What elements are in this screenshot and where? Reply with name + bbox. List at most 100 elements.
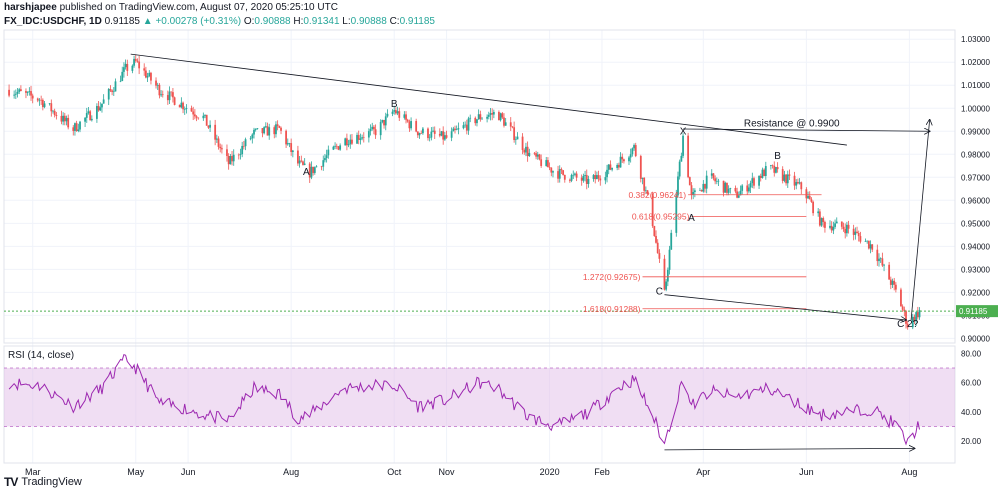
candle-body (26, 91, 29, 93)
candle-body (455, 129, 458, 131)
candle-body (40, 99, 43, 101)
candle-body (854, 231, 857, 235)
candle-body (290, 143, 293, 153)
candle-body (655, 235, 657, 243)
candle-body (621, 156, 624, 160)
candle-body (438, 133, 441, 136)
trend-line (130, 53, 847, 146)
candle-body (298, 160, 301, 164)
candle-body (918, 310, 921, 318)
candle-body (334, 145, 336, 147)
trend-line (683, 129, 930, 131)
resistance-annotation: Resistance @ 0.9900 (744, 119, 840, 130)
wave-label: C (656, 287, 663, 298)
candle-body (65, 117, 68, 122)
candle-body (761, 169, 764, 178)
fib-label: 1.272(0.92675) (583, 272, 641, 282)
author-name[interactable]: harshjapee (4, 2, 57, 13)
fib-label: 0.382(0.96241) (628, 190, 686, 200)
candle-body (48, 103, 51, 104)
candle-body (775, 167, 777, 173)
x-tick-label: Jun (181, 467, 196, 477)
trend-line (664, 294, 906, 320)
candle-body (817, 211, 820, 214)
candle-body (251, 134, 254, 139)
candle-body (822, 218, 825, 222)
candle-body (428, 137, 431, 139)
candle-body (161, 94, 164, 96)
candle-body (866, 240, 869, 242)
candle-body (36, 98, 39, 101)
candle-body (748, 187, 750, 192)
candle-body (715, 181, 718, 182)
candle-body (834, 223, 836, 227)
candle-body (391, 111, 394, 114)
candle-body (53, 110, 56, 115)
candle-body (746, 185, 749, 192)
candle-body (405, 114, 407, 120)
candle-body (344, 138, 347, 146)
candle-body (356, 134, 358, 144)
x-tick-label: Aug (901, 467, 917, 477)
candle-body (155, 80, 157, 86)
candle-body (462, 125, 465, 129)
candle-body (477, 114, 480, 120)
candle-body (734, 188, 737, 192)
x-tick-label: Jun (799, 467, 814, 477)
candle-body (741, 185, 744, 191)
candle-body (273, 127, 276, 135)
candle-body (901, 306, 904, 310)
candle-body (244, 139, 247, 147)
candle-body (30, 91, 32, 96)
candle-body (286, 143, 289, 145)
candle-body (487, 114, 490, 117)
candle-body (229, 156, 232, 165)
candle-body (124, 63, 127, 68)
candle-body (242, 145, 245, 147)
candle-body (548, 167, 551, 168)
candle-body (611, 167, 613, 170)
candle-body (16, 91, 19, 94)
candle-body (180, 102, 183, 108)
candle-body (361, 137, 364, 139)
tradingview-logo-icon[interactable]: TV (4, 475, 18, 489)
candle-body (724, 182, 727, 193)
candle-body (126, 63, 129, 71)
candle-body (810, 199, 813, 202)
candle-body (528, 152, 531, 157)
candle-body (883, 264, 885, 266)
candle-body (771, 165, 774, 166)
symbol-label[interactable]: FX_IDC:USDCHF, 1D (4, 16, 102, 27)
candle-body (692, 192, 695, 195)
candle-body (119, 80, 122, 82)
y-tick-label: 0.99000 (961, 127, 990, 136)
wave-label: B (774, 151, 781, 162)
candle-body (337, 146, 340, 150)
candle-body (276, 124, 279, 127)
candle-body (133, 58, 135, 66)
y-tick-label: 0.92000 (961, 288, 990, 297)
axes: Mar May Jun Aug Oct Nov 2020 Feb Apr Jun Aug 1.0300… (25, 35, 998, 477)
candle-body (516, 136, 519, 140)
candle-body (616, 164, 619, 168)
candle-body (498, 111, 500, 121)
candle-body (871, 244, 874, 250)
y-tick-label: 1.02000 (961, 58, 990, 67)
candle-body (432, 130, 434, 132)
candle-body (339, 145, 342, 150)
candle-body (55, 114, 58, 116)
change-arrow-icon: ▲ (142, 16, 153, 27)
candle-body (170, 91, 173, 93)
candle-body (666, 269, 669, 282)
candle-body (832, 226, 835, 231)
candle-body (704, 183, 706, 189)
candle-body (844, 229, 847, 234)
candle-body (656, 242, 659, 254)
candle-body (629, 154, 632, 158)
candle-body (351, 139, 353, 144)
candle-body (146, 76, 149, 78)
candle-body (74, 123, 76, 131)
candle-body (14, 93, 17, 95)
candle-body (906, 323, 909, 328)
